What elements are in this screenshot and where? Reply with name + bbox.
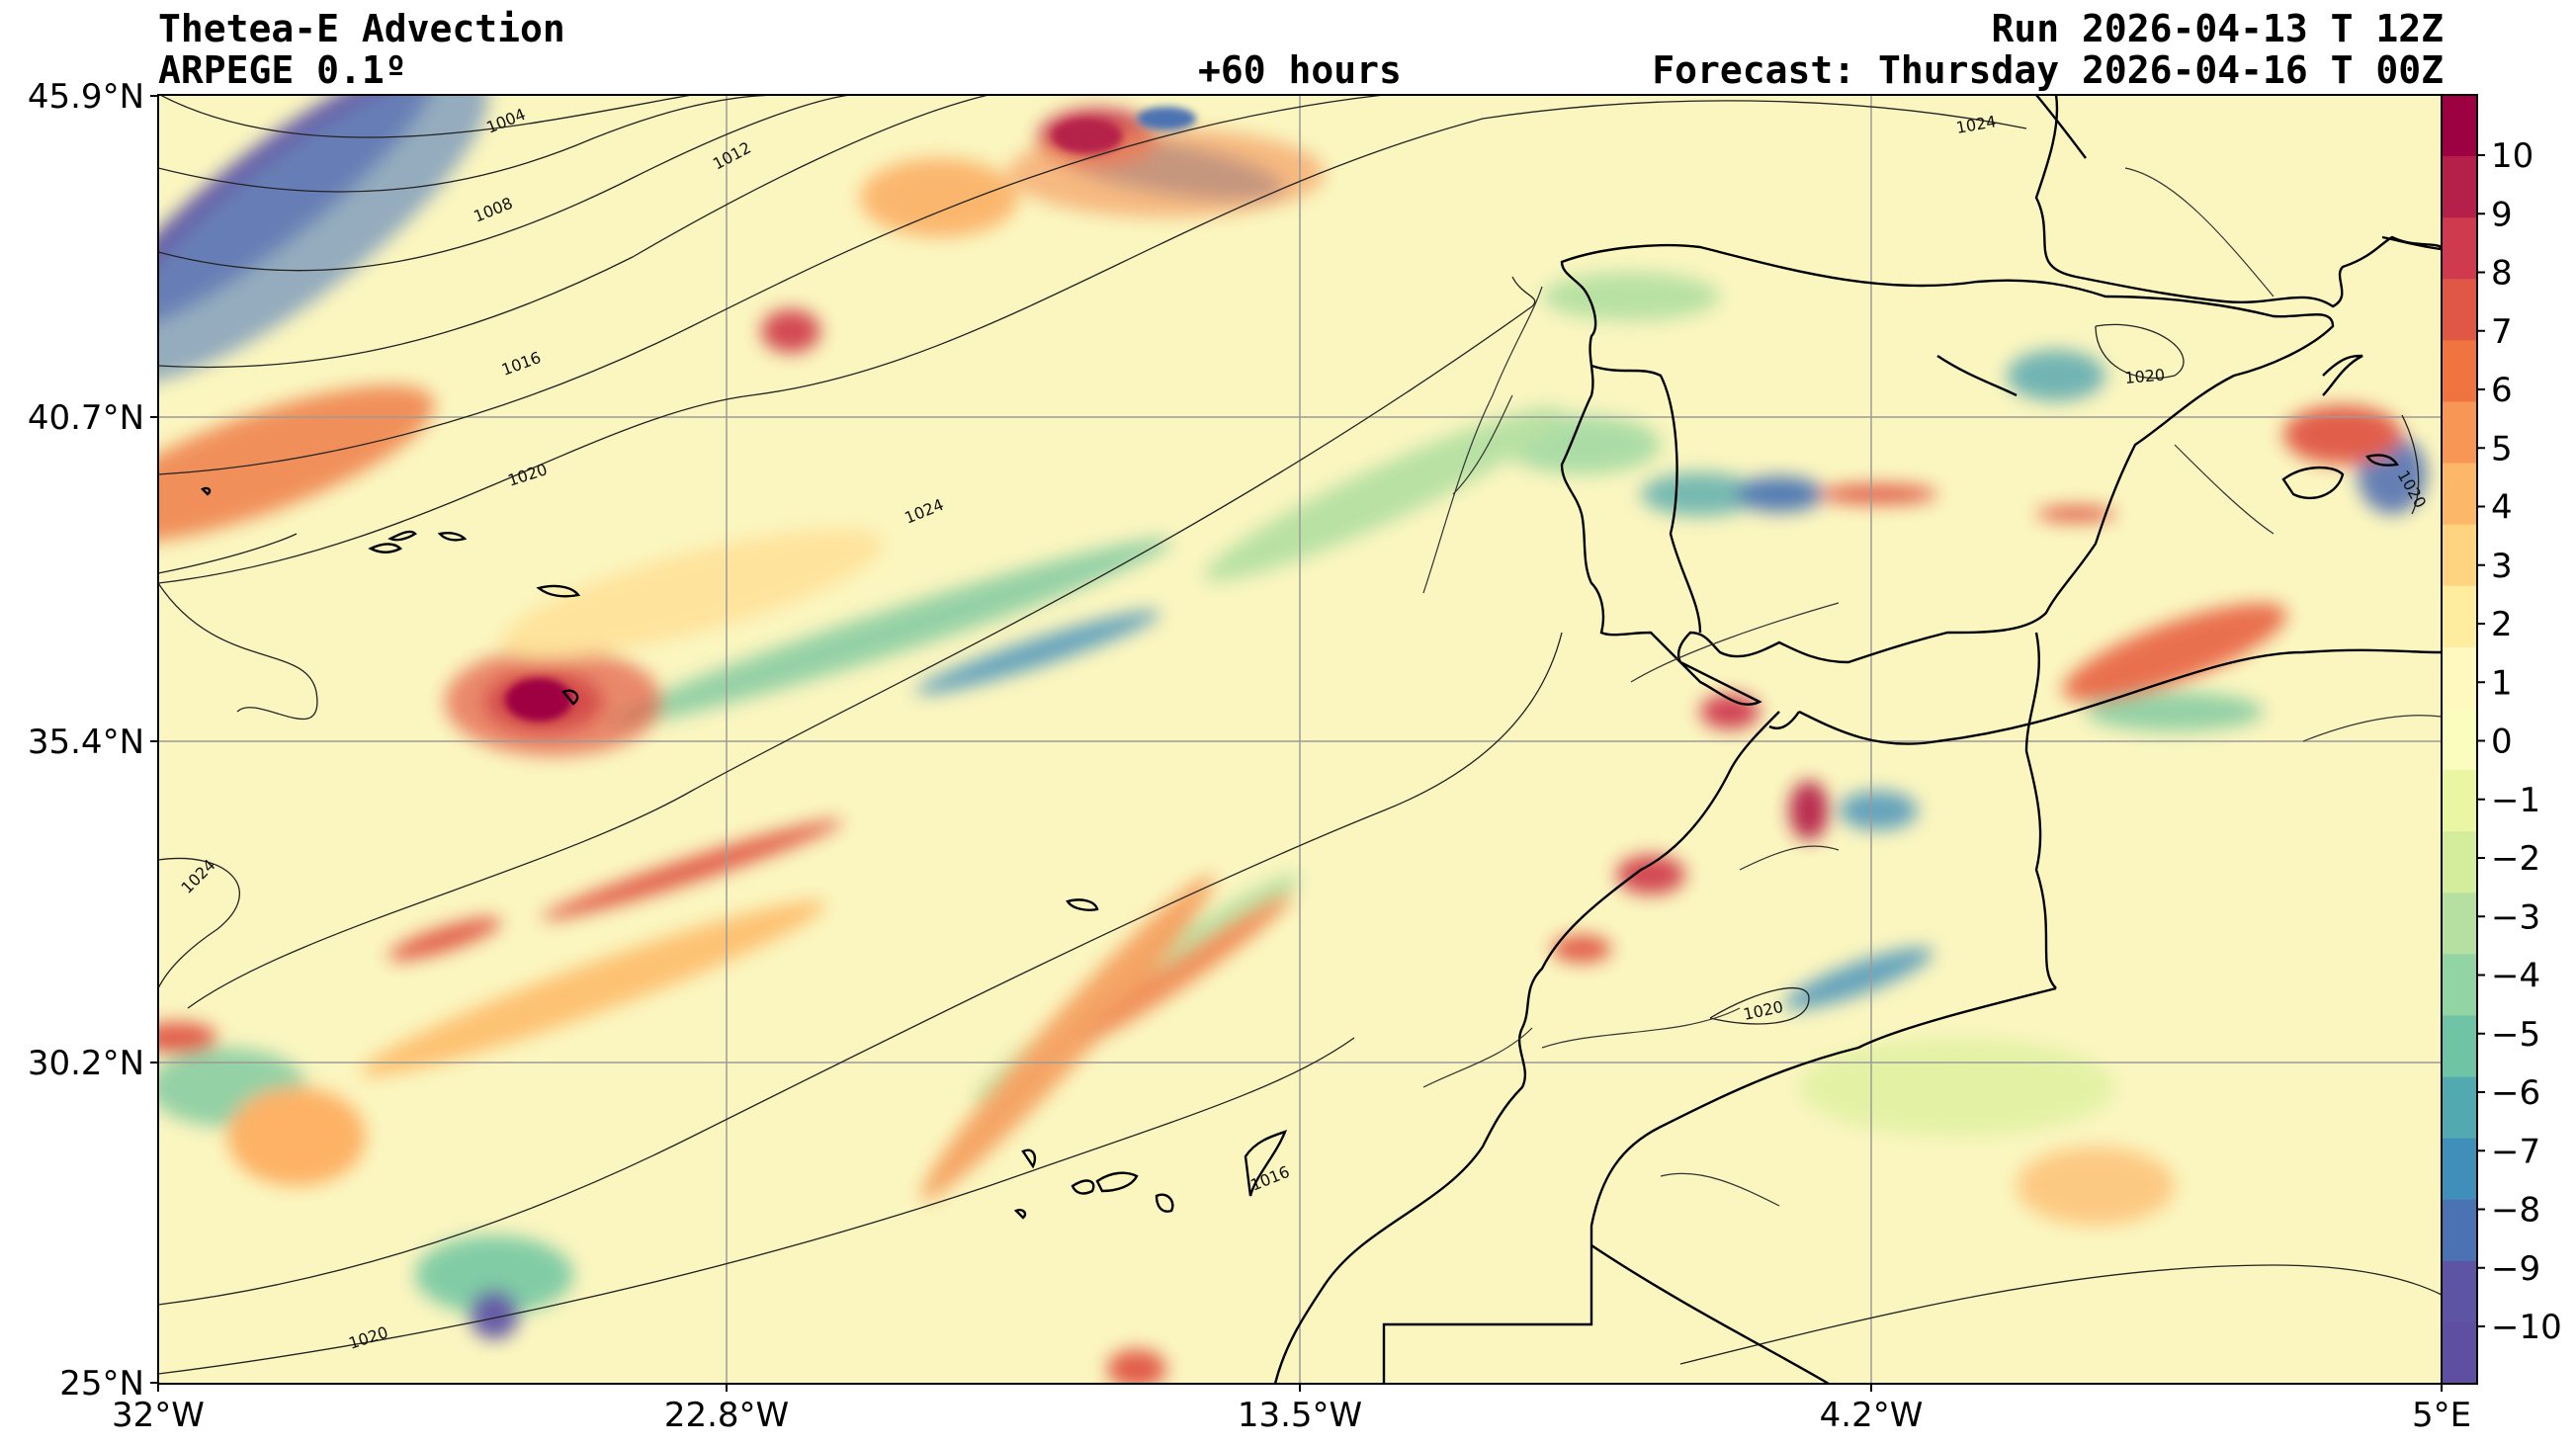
lat-label: 25°N [59,1364,144,1403]
colorbar-tick-label: 5 [2491,429,2513,468]
lon-label: 5°E [2412,1396,2471,1435]
colorbar-tick-label: 2 [2491,605,2513,644]
colorbar-segment [2442,708,2477,771]
colorbar-tick-label: −6 [2491,1073,2540,1113]
colorbar-tick-label: −4 [2491,957,2540,996]
lat-label: 35.4°N [28,723,144,762]
lat-label: 40.7°N [28,398,144,438]
colorbar-segments [2442,95,2477,1385]
colorbar-tick-label: 1 [2491,663,2513,703]
colorbar-tick-label: 0 [2491,723,2513,762]
colorbar-segment [2442,831,2477,893]
lon-label: 4.2°W [1820,1396,1924,1435]
advection-field: 1004 1008 1012 1016 1020 1024 1024 1024 … [158,95,2442,1384]
colorbar-tick-label: −1 [2491,781,2540,820]
svg-text:1020: 1020 [2124,366,2166,387]
colorbar-segment [2442,1138,2477,1201]
map-title: Thetea-E Advection [158,7,565,50]
axis-ticks [150,95,2443,1392]
lon-tick-labels: 32°W 22.8°W 13.5°W 4.2°W 5°E [112,1396,2471,1435]
colorbar-segment [2442,1076,2477,1140]
colorbar-segment [2442,463,2477,526]
run-time: Run 2026-04-13 T 12Z [1991,7,2444,50]
colorbar-segment [2442,156,2477,218]
colorbar-segment [2442,401,2477,465]
colorbar-tick-label: −5 [2491,1015,2540,1055]
colorbar-tick-label: −9 [2491,1249,2540,1289]
lon-label: 22.8°W [664,1396,789,1435]
colorbar-segment [2442,1199,2477,1262]
colorbar-tick-label: −7 [2491,1132,2540,1171]
colorbar-segment [2442,954,2477,1017]
colorbar-segment [2442,217,2477,280]
colorbar-tick-label: 7 [2491,312,2513,352]
colorbar-tick-label: 6 [2491,371,2513,410]
colorbar-tick-label: 3 [2491,547,2513,586]
lon-label: 13.5°W [1238,1396,1362,1435]
colorbar-segment [2442,646,2477,710]
land-contours [1422,167,2442,1207]
colorbar-tick-label: 8 [2491,254,2513,294]
colorbar-segment [2442,1260,2477,1323]
colorbar-segment [2442,893,2477,955]
colorbar-segment [2442,585,2477,648]
lat-tick-labels: 45.9°N 40.7°N 35.4°N 30.2°N 25°N [28,77,144,1403]
isobar-lines [158,95,2442,1375]
coastlines [201,95,2442,1384]
colorbar-segment [2442,95,2477,157]
colorbar-tick-label: −2 [2491,839,2540,879]
colorbar-tick-label: 9 [2491,195,2513,234]
colorbar-segment [2442,1015,2477,1078]
colorbar-segment [2442,340,2477,403]
colorbar-segment [2442,524,2477,587]
colorbar-segment [2442,1321,2477,1385]
colorbar-tick-label: 10 [2491,136,2533,176]
forecast-time: Forecast: Thursday 2026-04-16 T 00Z [1652,48,2444,92]
lead-time: +60 hours [1198,48,1402,92]
lat-label: 30.2°N [28,1044,144,1083]
colorbar-tick-label: −10 [2491,1308,2562,1347]
colorbar-tick-label: −8 [2491,1191,2540,1231]
colorbar-tick-label: 4 [2491,488,2513,528]
colorbar-tick-label: −3 [2491,897,2540,937]
model-label: ARPEGE 0.1º [158,48,407,92]
colorbar-segment [2442,279,2477,341]
lon-label: 32°W [112,1396,205,1435]
colorbar-segment [2442,770,2477,832]
lat-label: 45.9°N [28,77,144,117]
